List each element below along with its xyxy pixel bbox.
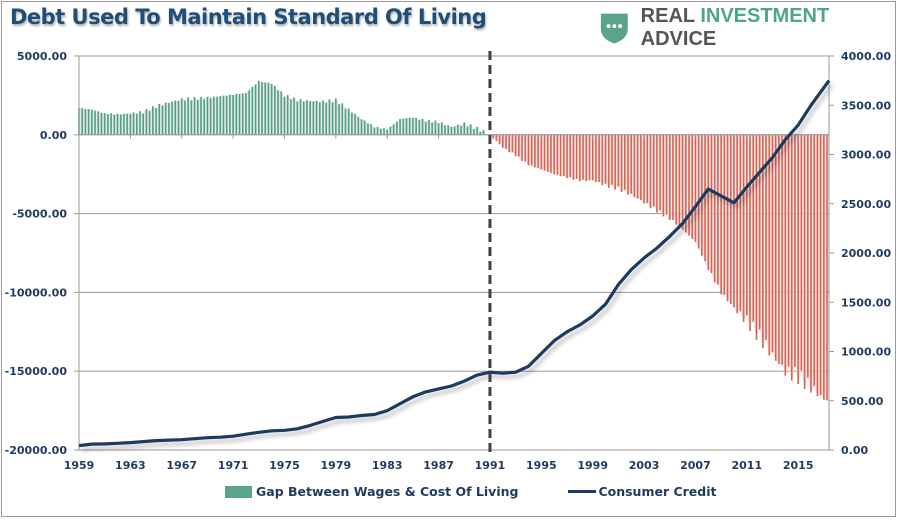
tick-labels: 5000.00 0.00 -5000.00 -10000.00 -15000.00 -20…	[5, 50, 892, 472]
gap-bars	[78, 80, 828, 401]
brand-word-advice: ADVICE	[640, 28, 717, 50]
shield-chat-icon	[600, 13, 628, 44]
right-axis-label: 1500.00	[841, 296, 891, 309]
left-axis-label: -5000.00	[12, 208, 67, 221]
x-axis-label: 2003	[629, 459, 660, 472]
left-axis-label: -20000.00	[5, 444, 68, 457]
x-axis-label: 1975	[269, 459, 300, 472]
x-axis-label: 1979	[321, 459, 352, 472]
legend-swatch-gap	[225, 485, 252, 498]
consumer-credit-path	[78, 79, 831, 448]
right-axis-label: 3000.00	[841, 149, 891, 162]
x-axis-label: 1959	[64, 459, 95, 472]
right-axis-label: 3500.00	[841, 99, 891, 112]
right-axis-label: 2500.00	[841, 198, 891, 211]
left-axis-label: 5000.00	[17, 50, 67, 63]
right-axis-label: 1000.00	[841, 346, 891, 359]
x-axis-label: 1967	[166, 459, 197, 472]
right-axis-label: 4000.00	[841, 50, 891, 63]
brand-word-real: REAL	[640, 5, 695, 27]
x-axis-label: 1963	[115, 459, 146, 472]
x-axis-label: 1983	[372, 459, 403, 472]
legend-swatch-credit	[568, 490, 597, 493]
legend-label-gap: Gap Between Wages & Cost Of Living	[256, 484, 519, 499]
right-axis-label: 2000.00	[841, 247, 891, 260]
x-axis-label: 2015	[783, 459, 814, 472]
consumer-credit-line	[78, 79, 831, 448]
x-axis-label: 1999	[577, 459, 608, 472]
x-axis-label: 1995	[526, 459, 557, 472]
right-axis-label: 500.00	[841, 395, 884, 408]
x-axis-label: 1987	[423, 459, 454, 472]
brand-name: REAL INVESTMENT ADVICE	[641, 5, 899, 51]
brand-word-investment: INVESTMENT	[700, 5, 830, 27]
brand-logo: REAL INVESTMENT ADVICE	[598, 5, 899, 51]
x-axis-label: 1991	[475, 459, 506, 472]
legend: Gap Between Wages & Cost Of Living Consu…	[225, 484, 717, 499]
left-axis-label: -10000.00	[5, 286, 68, 299]
x-axis-label: 1971	[218, 459, 249, 472]
axes	[74, 55, 834, 451]
left-axis-label: 0.00	[40, 129, 67, 142]
x-axis-label: 2007	[680, 459, 711, 472]
chart-title: Debt Used To Maintain Standard Of Living	[10, 5, 487, 29]
right-axis-label: 0.00	[841, 444, 868, 457]
legend-label-credit: Consumer Credit	[598, 484, 717, 499]
x-axis-label: 2011	[731, 459, 762, 472]
left-axis-label: -15000.00	[5, 365, 68, 378]
